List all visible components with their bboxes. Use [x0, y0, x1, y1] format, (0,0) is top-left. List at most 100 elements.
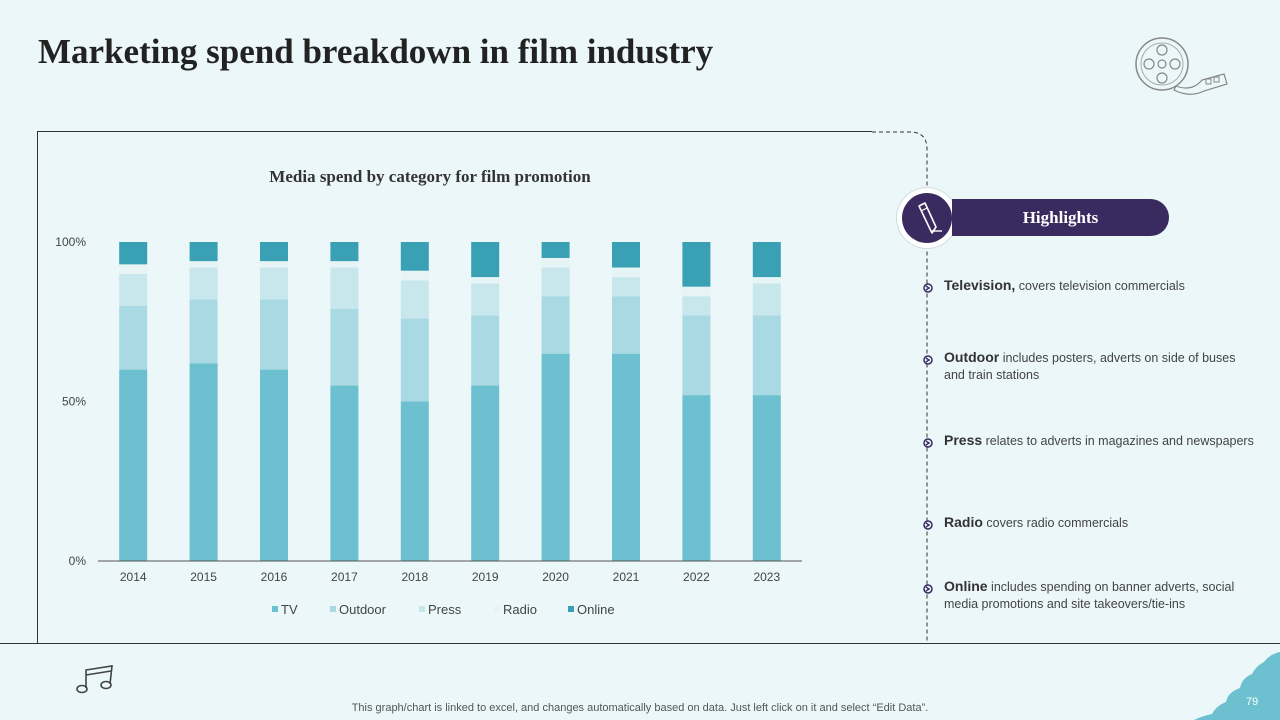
bar-press-2015: [189, 267, 218, 300]
highlight-description: covers radio commercials: [982, 516, 1129, 530]
x-tick-label: 2016: [261, 570, 288, 584]
bar-tv-2019: [471, 385, 500, 561]
bar-press-2017: [330, 267, 359, 309]
bars: [119, 242, 781, 561]
bar-outdoor-2014: [119, 305, 148, 370]
legend-swatch-press: [419, 606, 425, 612]
highlight-description: covers television commercials: [1015, 279, 1185, 293]
bar-radio-2019: [471, 277, 500, 284]
bar-radio-2015: [189, 261, 218, 268]
highlight-item: Online includes spending on banner adver…: [944, 578, 1254, 613]
legend-label-outdoor: Outdoor: [339, 602, 387, 617]
bullet-icon: [923, 280, 933, 293]
highlight-description: includes posters, adverts on side of bus…: [944, 351, 1236, 382]
highlight-item: Press relates to adverts in magazines an…: [944, 432, 1254, 450]
bar-radio-2021: [612, 267, 640, 278]
bar-tv-2023: [752, 395, 781, 561]
bar-tv-2016: [260, 369, 288, 561]
bar-online-2019: [471, 242, 500, 278]
x-tick-label: 2018: [401, 570, 428, 584]
bar-outdoor-2018: [400, 318, 429, 402]
bar-radio-2018: [400, 270, 429, 281]
highlight-item: Radio covers radio commercials: [944, 514, 1254, 532]
bar-online-2016: [260, 242, 288, 262]
legend-label-online: Online: [577, 602, 615, 617]
slide-title: Marketing spend breakdown in film indust…: [38, 32, 714, 71]
x-tick-label: 2022: [683, 570, 710, 584]
legend-swatch-outdoor: [330, 606, 336, 612]
highlight-description: relates to adverts in magazines and news…: [982, 434, 1254, 448]
highlight-term: Online: [944, 578, 988, 594]
highlight-term: Television,: [944, 277, 1016, 293]
bar-radio-2020: [541, 257, 570, 268]
bar-outdoor-2015: [189, 299, 218, 364]
dashed-divider: [872, 131, 928, 643]
page-number: 79: [1246, 696, 1259, 708]
bar-tv-2014: [119, 369, 148, 561]
bar-tv-2022: [682, 395, 711, 561]
legend-swatch-radio: [494, 606, 500, 612]
x-tick-label: 2014: [120, 570, 147, 584]
bar-press-2020: [541, 267, 570, 297]
highlight-item: Television, covers television commercial…: [944, 277, 1254, 295]
x-tick-label: 2017: [331, 570, 358, 584]
x-tick-label: 2023: [753, 570, 780, 584]
bar-outdoor-2023: [752, 315, 781, 396]
bar-online-2022: [682, 242, 711, 287]
corner-decoration: [1194, 652, 1280, 720]
bar-tv-2015: [189, 363, 218, 561]
legend-swatch-tv: [272, 606, 278, 612]
x-tick-label: 2020: [542, 570, 569, 584]
chart-legend: TV Outdoor Press Radio Online: [272, 602, 615, 617]
highlight-term: Radio: [944, 514, 983, 530]
bar-outdoor-2019: [471, 315, 500, 386]
bar-outdoor-2017: [330, 308, 359, 386]
music-notes-icon: [76, 665, 113, 694]
legend-label-tv: TV: [281, 602, 298, 617]
highlights-heading: Highlights: [952, 199, 1169, 236]
bar-online-2017: [330, 242, 359, 262]
bar-tv-2021: [612, 353, 640, 561]
bar-press-2019: [471, 283, 500, 316]
highlight-item: Outdoor includes posters, adverts on sid…: [944, 349, 1254, 384]
y-tick-label: 100%: [55, 235, 86, 249]
x-tick-label: 2015: [190, 570, 217, 584]
footer-note: This graph/chart is linked to excel, and…: [351, 702, 929, 714]
bar-tv-2018: [400, 401, 429, 561]
x-tick-label: 2019: [472, 570, 499, 584]
bar-online-2018: [400, 242, 429, 271]
chart-title: Media spend by category for film promoti…: [269, 167, 591, 186]
content-frame-left: [37, 131, 38, 643]
bar-radio-2022: [682, 286, 711, 297]
bar-outdoor-2021: [612, 296, 640, 354]
bar-radio-2014: [119, 264, 148, 274]
bar-press-2022: [682, 296, 711, 316]
bar-outdoor-2022: [682, 315, 711, 396]
bar-outdoor-2020: [541, 296, 570, 354]
bar-outdoor-2016: [260, 299, 288, 370]
bar-online-2015: [189, 242, 218, 262]
bar-online-2021: [612, 242, 640, 268]
legend-swatch-online: [568, 606, 574, 612]
y-tick-label: 50%: [62, 395, 86, 409]
content-frame-bottom: [0, 643, 1280, 644]
bar-press-2018: [400, 280, 429, 319]
bar-press-2016: [260, 267, 288, 300]
bar-radio-2017: [330, 261, 359, 268]
bar-tv-2020: [541, 353, 570, 561]
bar-radio-2023: [752, 277, 781, 284]
bar-online-2023: [752, 242, 781, 278]
highlight-term: Press: [944, 432, 983, 448]
stacked-bar-chart: Media spend by category for film promoti…: [55, 167, 802, 617]
highlights-badge: [897, 188, 957, 248]
bullet-icon: [923, 517, 933, 530]
x-axis: 2014 2015 2016 2017 2018 2019 2020 2021 2022 2023: [98, 560, 802, 584]
bar-radio-2016: [260, 261, 288, 268]
content-frame-top: [37, 131, 872, 132]
bar-press-2014: [119, 273, 148, 306]
bar-press-2021: [612, 277, 640, 297]
bullet-icon: [923, 435, 933, 448]
x-tick-label: 2021: [613, 570, 640, 584]
highlight-term: Outdoor: [944, 349, 1000, 365]
bar-tv-2017: [330, 385, 359, 561]
